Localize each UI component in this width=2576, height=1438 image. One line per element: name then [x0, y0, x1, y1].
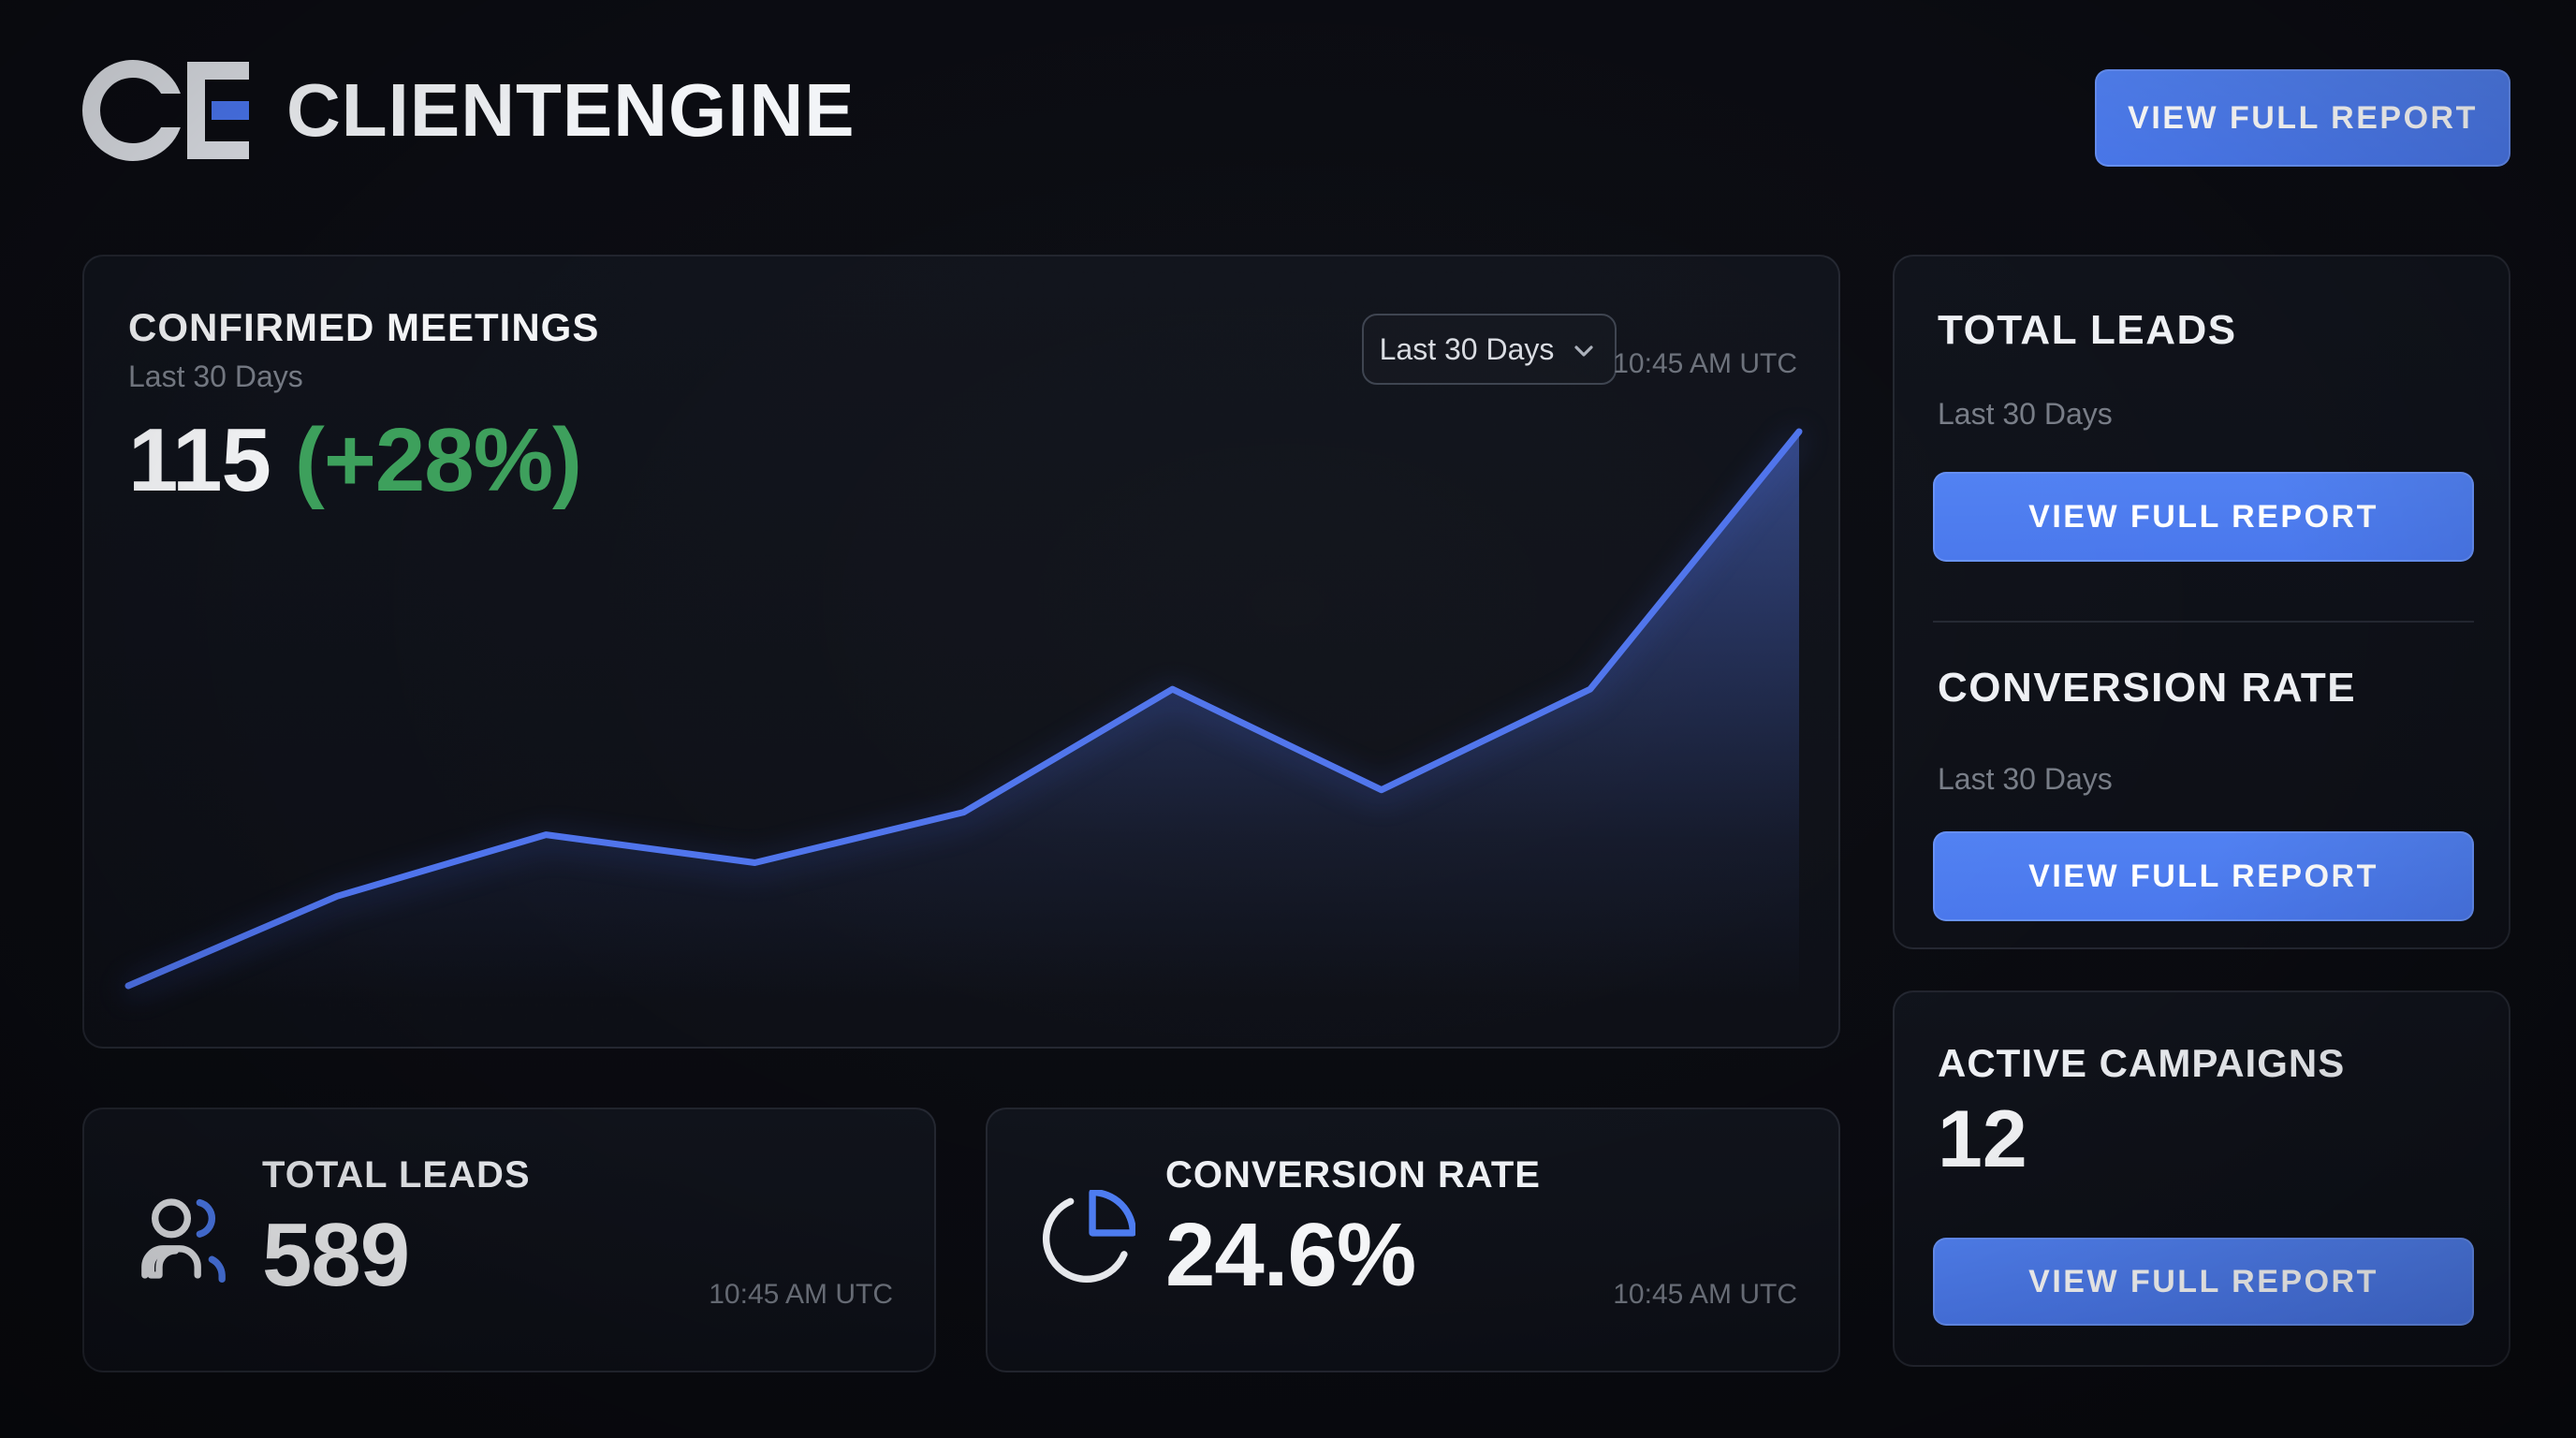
total-leads-value: 589 [262, 1205, 410, 1305]
card-subtitle: Last 30 Days [128, 360, 303, 393]
metric-delta: (+28%) [294, 410, 582, 510]
timestamp: 10:45 AM UTC [1613, 348, 1797, 379]
logo-e-middle-bar-blue [212, 101, 249, 120]
section-subtitle: Last 30 Days [1938, 397, 2113, 431]
meetings-chart [124, 428, 1803, 1001]
campaigns-count: 12 [1938, 1094, 2027, 1184]
company-name: CLIENTENGINE [286, 68, 856, 152]
range-dropdown-label: Last 30 Days [1379, 331, 1555, 366]
section-divider [1933, 621, 2474, 623]
metric-row: 115 (+28%) [128, 410, 582, 510]
logo-letter-c [82, 60, 185, 161]
view-full-report-button-campaigns[interactable]: VIEW FULL REPORT [1933, 1238, 2474, 1326]
reports-card: TOTAL LEADS Last 30 Days VIEW FULL REPOR… [1893, 255, 2510, 949]
logo-e-bottom-bar [200, 141, 249, 159]
range-dropdown[interactable]: Last 30 Days [1362, 314, 1617, 385]
logo-monogram [82, 58, 249, 163]
metric-value: 115 [128, 410, 271, 510]
card-title: ACTIVE CAMPAIGNS [1938, 1041, 2346, 1085]
logo-letter-e [187, 62, 249, 159]
chart-line [124, 428, 1803, 990]
section-title-total-leads: TOTAL LEADS [1938, 307, 2237, 353]
card-title: TOTAL LEADS [262, 1154, 531, 1196]
card-title: CONVERSION RATE [1165, 1154, 1541, 1196]
active-campaigns-card: ACTIVE CAMPAIGNS 12 VIEW FULL REPORT [1893, 990, 2510, 1367]
logo-e-stem [187, 62, 205, 159]
logo: CLIENTENGINE [82, 58, 856, 163]
card-title: CONFIRMED MEETINGS [128, 305, 600, 349]
section-title-conversion-rate: CONVERSION RATE [1938, 665, 2357, 711]
confirmed-meetings-card: CONFIRMED MEETINGS Last 30 Days 115 (+28… [82, 255, 1840, 1049]
conversion-rate-stat-card: CONVERSION RATE 24.6% 10:45 AM UTC [986, 1108, 1840, 1372]
view-full-report-button-header[interactable]: VIEW FULL REPORT [2095, 69, 2510, 167]
pie-chart-icon [1038, 1188, 1137, 1287]
view-full-report-button-conversion[interactable]: VIEW FULL REPORT [1933, 831, 2474, 921]
logo-c-gap [161, 94, 185, 127]
chevron-down-icon [1574, 345, 1593, 357]
timestamp: 10:45 AM UTC [1613, 1279, 1797, 1310]
total-leads-stat-card: TOTAL LEADS 589 10:45 AM UTC [82, 1108, 936, 1372]
timestamp: 10:45 AM UTC [709, 1279, 893, 1310]
section-subtitle: Last 30 Days [1938, 762, 2113, 796]
view-full-report-button-leads[interactable]: VIEW FULL REPORT [1933, 472, 2474, 562]
conversion-rate-value: 24.6% [1165, 1205, 1416, 1305]
logo-e-top-bar [200, 62, 249, 80]
users-icon [135, 1190, 232, 1287]
